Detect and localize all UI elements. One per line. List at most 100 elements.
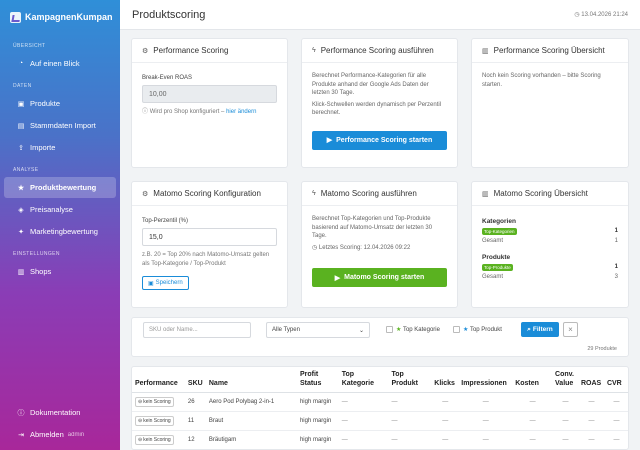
categories-title: Kategorien <box>482 218 516 225</box>
top-product-cell: — <box>388 430 432 449</box>
col-clicks[interactable]: Klicks <box>431 367 459 393</box>
page-title: Produktscoring <box>132 8 206 21</box>
sidebar-item-marketing[interactable]: ✦ Marketingbewertung <box>4 221 116 242</box>
change-link[interactable]: hier ändern <box>226 109 257 115</box>
sidebar-item-dashboard[interactable]: ◔ Auf einen Blick <box>4 53 116 74</box>
categories-total-row: Gesamt 1 <box>482 238 618 244</box>
search-icon: ⌕ <box>527 325 531 333</box>
card-text: Berechnet Top-Kategorien und Top-Produkt… <box>312 216 433 239</box>
roas-cell: — <box>577 411 604 431</box>
profit-cell: high margin <box>296 411 339 431</box>
col-conv-value[interactable]: Conv. Value <box>552 367 578 393</box>
clicks-cell: — <box>431 392 459 412</box>
col-roas[interactable]: ROAS <box>577 367 604 393</box>
info-icon: ⓘ <box>17 409 25 417</box>
roas-cell: — <box>577 430 604 449</box>
sidebar-item-label: Shops <box>30 267 52 276</box>
close-icon: × <box>568 325 573 334</box>
top-categories-badge: Top-Kategorien <box>482 228 517 235</box>
sidebar-item-shops[interactable]: ▥ Shops <box>4 261 116 282</box>
brand[interactable]: KampagnenKumpan <box>0 0 120 34</box>
config-hint: ⓘ Wird pro Shop konfiguriert – hier ände… <box>142 109 257 115</box>
col-name[interactable]: Name <box>205 367 297 393</box>
megaphone-icon: ✦ <box>18 228 24 236</box>
profit-cell: high margin <box>296 430 339 449</box>
last-scoring: ◷ Letztes Scoring: 12.04.2026 09:22 <box>312 244 411 251</box>
checkbox-icon <box>453 326 460 333</box>
bar-chart-icon: ▥ <box>482 47 489 55</box>
section-label-settings: Einstellungen <box>13 251 60 257</box>
sidebar-item-products[interactable]: ▣ Produkte <box>4 93 116 114</box>
sidebar-item-logout[interactable]: ⇥ Abmelden admin <box>4 424 116 445</box>
sidebar-bottom: ⓘ Dokumentation ⇥ Abmelden admin <box>0 401 120 446</box>
card-text: Berechnet Performance-Kategorien für all… <box>312 73 429 96</box>
sidebar-item-label: Produkte <box>30 99 61 108</box>
field-label: Top-Perzentil (%) <box>142 218 189 224</box>
type-select[interactable]: Alle Typen ⌄ <box>266 322 370 338</box>
tag-icon: ◈ <box>18 206 24 214</box>
card-title: Matomo Scoring Übersicht <box>493 189 588 198</box>
conv-value-cell: — <box>552 430 578 449</box>
costs-cell: — <box>512 392 553 412</box>
sidebar-item-master-import[interactable]: ▤ Stammdaten Import <box>4 115 116 136</box>
sku-cell: 12 <box>184 430 206 449</box>
start-matomo-scoring-button[interactable]: ▶ Matomo Scoring starten <box>312 268 447 287</box>
top-category-cell: — <box>338 392 389 412</box>
top-percentile-input[interactable]: 15,0 <box>142 228 277 246</box>
card-matomo-run: ϟ Matomo Scoring ausführen Berechnet Top-… <box>301 181 458 308</box>
sidebar-item-product-rating[interactable]: ★ Produktbewertung <box>4 177 116 198</box>
col-sku[interactable]: SKU <box>184 367 206 393</box>
table-row[interactable]: ⊖ kein Scoring 12 Bräutigam high margin —… <box>132 430 628 449</box>
impressions-cell: — <box>458 392 513 412</box>
col-impressions[interactable]: Impressionen <box>458 367 513 393</box>
card-text: Klick-Schwellen werden dynamisch per Per… <box>312 101 442 117</box>
name-cell: Braut <box>205 411 297 431</box>
header-date: ◷ 13.04.2026 21:24 <box>574 12 628 18</box>
products-title: Produkte <box>482 254 511 261</box>
col-costs[interactable]: Kosten <box>512 367 553 393</box>
top-category-checkbox[interactable]: ★ Top Kategorie <box>386 326 440 333</box>
performance-cell: ⊖ kein Scoring <box>132 411 185 431</box>
save-button[interactable]: ▣ Speichern <box>142 276 189 290</box>
col-cvr[interactable]: CVR <box>603 367 628 393</box>
sidebar-item-imports[interactable]: ⇪ Importe <box>4 137 116 158</box>
col-top-category[interactable]: Top Kategorie <box>338 367 389 393</box>
start-performance-scoring-button[interactable]: ▶ Performance Scoring starten <box>312 130 447 150</box>
cvr-cell: — <box>603 430 628 449</box>
categories-total-count: 1 <box>614 238 618 244</box>
table-row[interactable]: ⊖ kein Scoring 11 Braut high margin — — —… <box>132 411 628 431</box>
filter-bar: SKU oder Name... Alle Typen ⌄ ★ Top Kate… <box>131 317 629 357</box>
file-import-icon: ▤ <box>17 122 25 130</box>
sidebar-item-docs[interactable]: ⓘ Dokumentation <box>4 402 116 423</box>
col-profit-status[interactable]: Profit Status <box>296 367 339 393</box>
top-categories-count: 1 <box>614 228 618 234</box>
col-top-product[interactable]: Top Produkt <box>388 367 432 393</box>
sidebar-item-label: Marketingbewertung <box>30 227 98 236</box>
section-label-overview: Übersicht <box>13 43 46 49</box>
top-product-checkbox[interactable]: ★ Top Produkt <box>453 326 502 333</box>
products-table: Performance SKU Name Profit Status Top K… <box>131 366 629 450</box>
card-title: Performance Scoring ausführen <box>320 46 434 55</box>
impressions-cell: — <box>458 430 513 449</box>
col-performance[interactable]: Performance <box>132 367 185 393</box>
card-title: Matomo Scoring Konfiguration <box>153 189 261 198</box>
minus-circle-icon: ⊖ <box>138 437 143 443</box>
table-row[interactable]: ⊖ kein Scoring 26 Aero Pod Polybag 2-in-1… <box>132 392 628 412</box>
gear-icon: ⚙ <box>142 47 149 55</box>
search-input[interactable]: SKU oder Name... <box>143 322 251 338</box>
clear-filter-button[interactable]: × <box>563 322 578 337</box>
roas-cell: — <box>577 392 604 412</box>
cvr-cell: — <box>603 411 628 431</box>
profit-cell: high margin <box>296 392 339 412</box>
sidebar-item-label: Auf einen Blick <box>30 59 80 68</box>
username: admin <box>67 431 85 438</box>
star-icon: ★ <box>463 327 469 334</box>
filter-button[interactable]: ⌕ Filtern <box>521 322 559 337</box>
clock-icon: ◷ <box>574 12 580 18</box>
star-icon: ★ <box>17 184 25 192</box>
card-matomo-config: ⚙ Matomo Scoring Konfiguration Top-Perzen… <box>131 181 288 308</box>
products-total-row: Gesamt 3 <box>482 274 618 280</box>
card-performance-scoring: ⚙ Performance Scoring Break-Even ROAS 10,… <box>131 38 288 168</box>
sidebar-item-price-analysis[interactable]: ◈ Preisanalyse <box>4 199 116 220</box>
save-icon: ▣ <box>148 280 154 287</box>
